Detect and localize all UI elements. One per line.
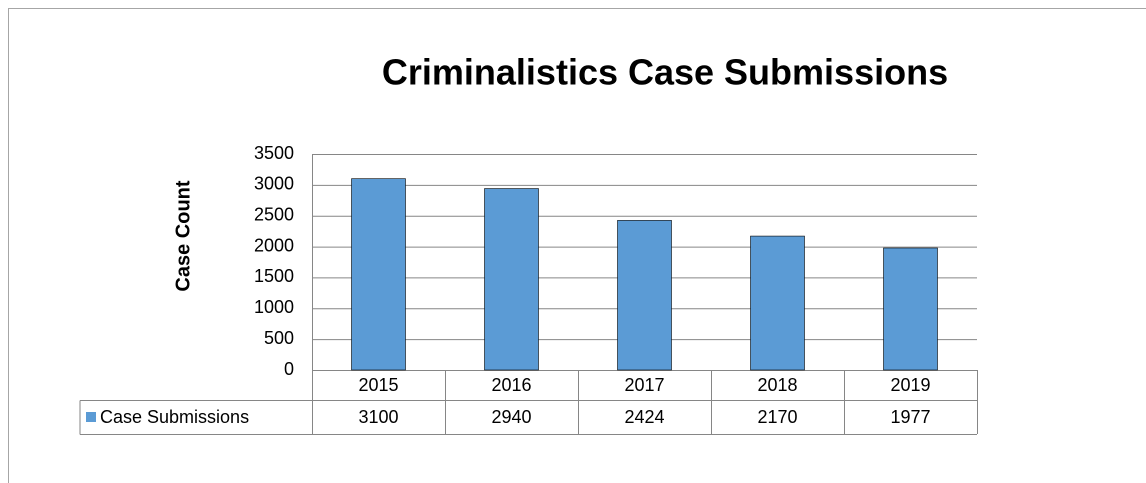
chart-border: [8, 8, 1146, 483]
bar: [351, 178, 406, 371]
y-tick-label: 3500: [254, 143, 294, 163]
bar: [617, 220, 672, 371]
bar: [750, 235, 805, 371]
y-tick-label: 2500: [254, 204, 294, 224]
y-tick-label: 2000: [254, 235, 294, 255]
y-tick-label: 1500: [254, 266, 294, 286]
bar: [883, 247, 938, 371]
table-value: 1977: [890, 407, 930, 427]
table-value: 2170: [757, 407, 797, 427]
x-tick-label: 2016: [491, 375, 531, 395]
x-tick-label: 2018: [757, 375, 797, 395]
y-tick-label: 0: [284, 359, 294, 379]
y-axis-label: Case Count: [172, 180, 194, 291]
x-tick-label: 2015: [358, 375, 398, 395]
chart-title: Criminalistics Case Submissions: [382, 52, 948, 93]
legend-swatch: [86, 412, 96, 422]
legend-label: Case Submissions: [100, 407, 249, 427]
x-tick-label: 2017: [624, 375, 664, 395]
y-tick-label: 3000: [254, 174, 294, 194]
table-value: 3100: [358, 407, 398, 427]
bar: [484, 188, 539, 371]
y-tick-label: 1000: [254, 297, 294, 317]
table-value: 2940: [491, 407, 531, 427]
x-tick-label: 2019: [890, 375, 930, 395]
y-tick-label: 500: [264, 328, 294, 348]
table-value: 2424: [624, 407, 664, 427]
